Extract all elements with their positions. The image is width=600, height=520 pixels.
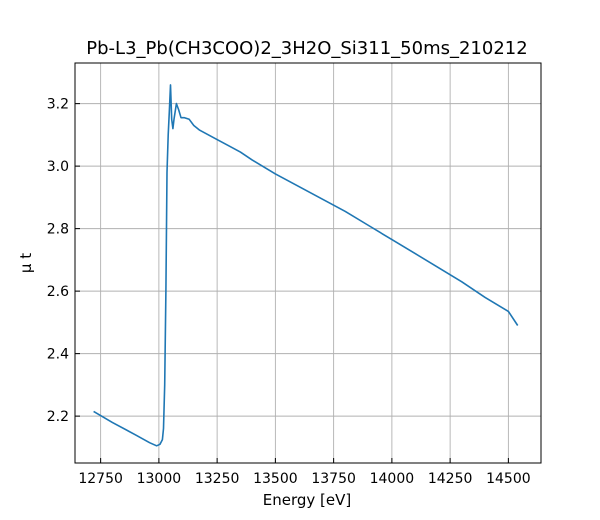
y-tick-label: 2.2 — [47, 409, 69, 425]
chart-title: Pb-L3_Pb(CH3COO)2_3H2O_Si311_50ms_210212 — [86, 38, 527, 59]
x-tick-label: 13750 — [311, 471, 356, 487]
series-line — [93, 84, 519, 447]
x-tick-label: 14000 — [370, 471, 415, 487]
x-tick-label: 13250 — [195, 471, 240, 487]
y-tick-label: 2.6 — [47, 284, 69, 300]
y-tick-label: 2.4 — [47, 347, 69, 363]
x-tick-label: 14250 — [428, 471, 473, 487]
plot-frame — [74, 62, 542, 464]
y-tick-label: 2.8 — [47, 222, 69, 238]
y-axis-label: μ t — [17, 253, 35, 273]
series-layer — [93, 84, 519, 447]
y-axis-ticks: 2.2 2.4 2.6 2.8 3.0 3.2 — [47, 97, 80, 425]
y-tick-label: 3.2 — [47, 97, 69, 113]
y-tick-label: 3.0 — [47, 159, 69, 175]
x-tick-label: 14500 — [486, 471, 531, 487]
x-tick-label: 13500 — [253, 471, 298, 487]
x-axis-label: Energy [eV] — [263, 491, 351, 509]
x-axis-ticks: 12750 13000 13250 13500 13750 14000 14250 14500 — [78, 458, 531, 487]
x-tick-label: 12750 — [78, 471, 123, 487]
grid-lines — [75, 63, 541, 463]
x-tick-label: 13000 — [137, 471, 182, 487]
